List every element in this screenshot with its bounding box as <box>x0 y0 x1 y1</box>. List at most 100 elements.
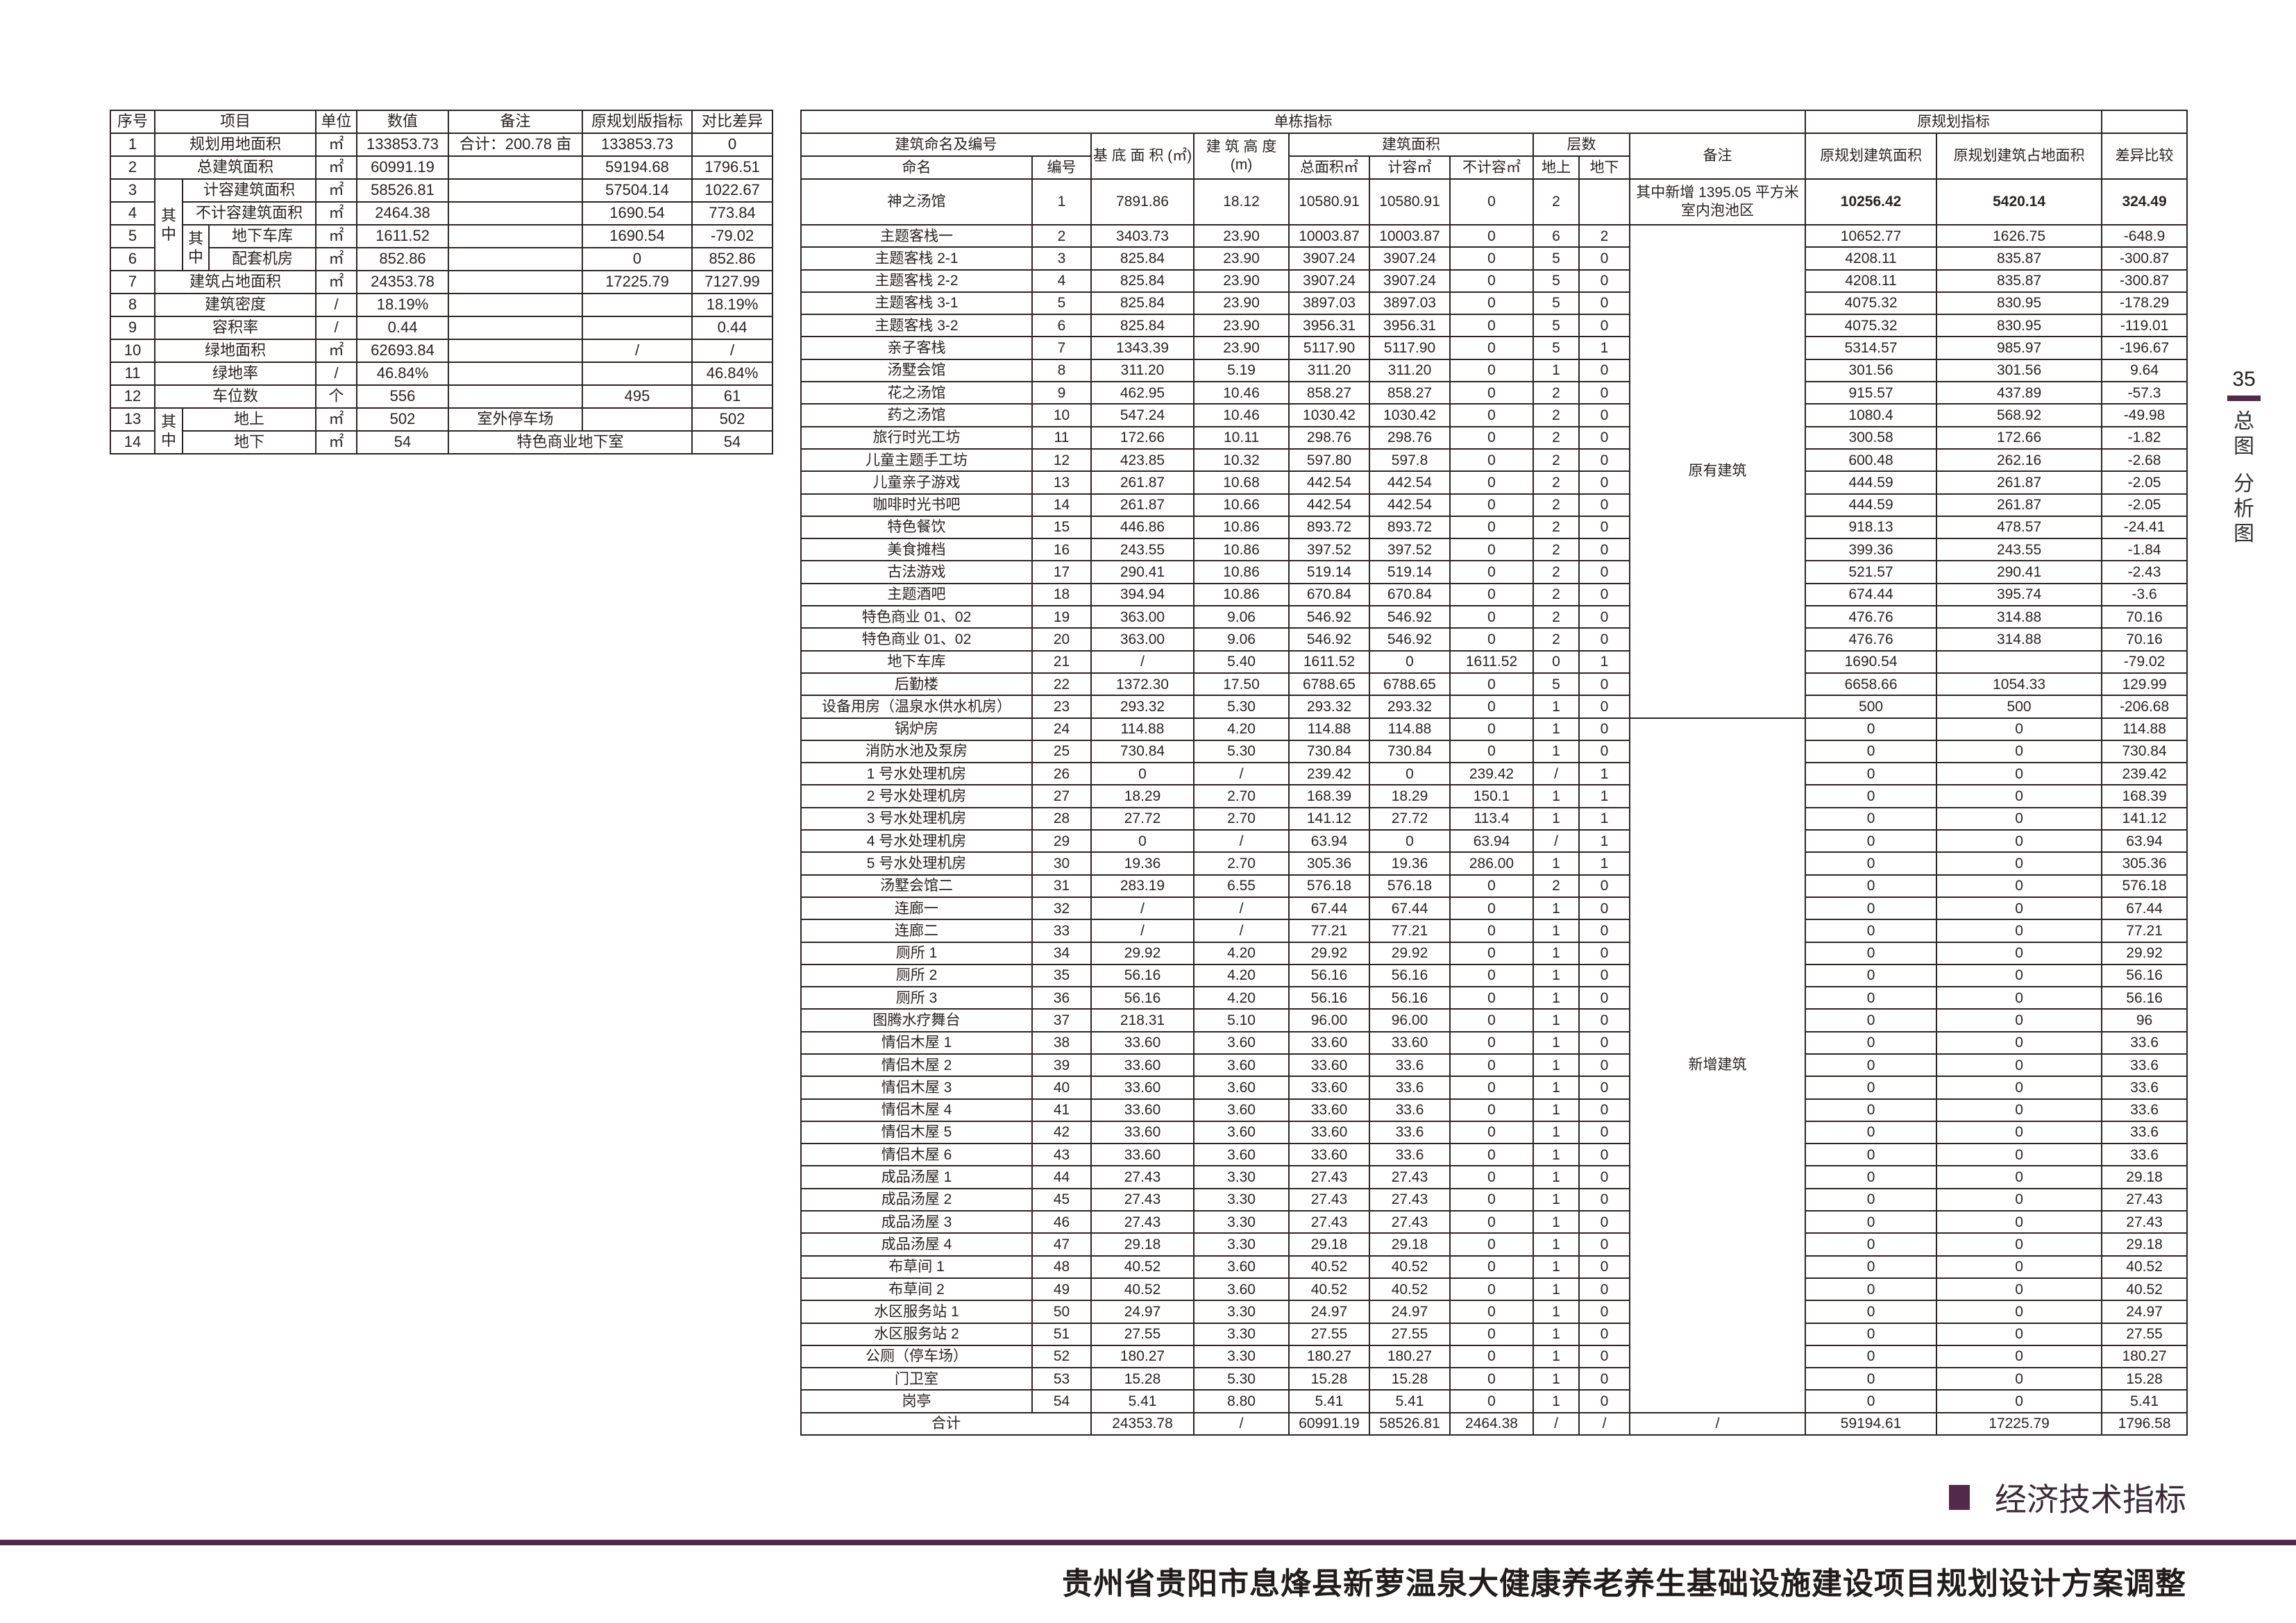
building-no: 20 <box>1031 627 1092 652</box>
value: 0.44 <box>356 316 450 340</box>
diff: 129.99 <box>2101 672 2188 697</box>
building-height: 10.68 <box>1193 470 1290 495</box>
base-area: 7891.86 <box>1090 178 1195 226</box>
total-area: 293.32 <box>1288 695 1370 719</box>
floors-above: / <box>1533 762 1580 786</box>
empty-header-cell <box>2101 110 2188 134</box>
building-height: 23.90 <box>1193 223 1290 248</box>
building-row: 情侣木屋 4 41 33.60 3.60 33.60 33.6 0 1 0 0 0 33.6 <box>800 1098 2188 1122</box>
building-row: 汤墅会馆二 31 283.19 6.55 576.18 576.18 0 2 0 0 0 576.18 <box>800 874 2188 898</box>
building-row: 设备用房（温泉水供水机房） 23 293.32 5.30 293.32 293.32 0 1 0… <box>800 695 2188 719</box>
building-no: 15 <box>1031 515 1092 540</box>
diff: 27.43 <box>2101 1187 2188 1212</box>
row-number: 1 <box>110 133 155 157</box>
orig-footprint: 0 <box>1936 1053 2103 1078</box>
building-name: 主题酒吧 <box>800 582 1033 607</box>
value: 556 <box>356 384 450 409</box>
orig-footprint: 0 <box>1936 874 2103 898</box>
orig-footprint: 5420.14 <box>1936 178 2103 226</box>
building-no: 43 <box>1031 1143 1092 1167</box>
diff: 9.64 <box>2101 358 2188 383</box>
orig-value: / <box>582 339 693 363</box>
header-cell: 对比差异 <box>691 110 774 134</box>
nonfar-area: 0 <box>1449 246 1534 271</box>
header-floors: 层数 <box>1533 133 1630 157</box>
orig-area: 1080.4 <box>1805 403 1938 427</box>
orig-value: 1690.54 <box>582 201 693 226</box>
diff: 29.18 <box>2101 1232 2188 1257</box>
row-number: 4 <box>110 201 155 226</box>
far-area: 546.92 <box>1369 605 1451 629</box>
far-area: 40.52 <box>1369 1277 1451 1302</box>
floors-below: 0 <box>1578 1367 1630 1391</box>
diff: -300.87 <box>2101 269 2188 293</box>
floors-above: 1 <box>1533 739 1580 764</box>
header-row-sub: 命名 编号 总面积㎡ 计容㎡ 不计容㎡ 地上 地下 <box>800 155 2187 180</box>
diff: 15.28 <box>2101 1367 2188 1391</box>
orig-footprint: 0 <box>1936 1076 2103 1100</box>
building-row: 主题客栈一 2 3403.73 23.90 10003.87 10003.87 0 6 2 原有建… <box>800 223 2188 719</box>
floors-below: 0 <box>1578 896 1630 921</box>
building-no: 29 <box>1031 829 1092 853</box>
nonfar-area: 0 <box>1449 1389 1534 1413</box>
floors-above: 1 <box>1533 986 1580 1010</box>
summary-row: 9 容积率 / 0.44 0.44 <box>110 316 774 340</box>
building-no: 7 <box>1031 336 1092 360</box>
orig-area: 0 <box>1805 1344 1938 1369</box>
qizhong-label: 其中 <box>154 407 183 454</box>
building-name: 布草间 2 <box>800 1277 1033 1302</box>
total-area: 6788.65 <box>1288 672 1370 697</box>
building-row: 布草间 1 48 40.52 3.60 40.52 40.52 0 1 0 0 0 40.52 <box>800 1255 2188 1279</box>
building-height: 4.20 <box>1193 941 1290 965</box>
far-area: 3956.31 <box>1369 314 1451 338</box>
building-row: 后勤楼 22 1372.30 17.50 6788.65 6788.65 0 5 0 6658.6… <box>800 672 2188 697</box>
diff: 33.6 <box>2101 1053 2188 1078</box>
building-height: 3.30 <box>1193 1232 1290 1257</box>
building-height: 10.86 <box>1193 582 1290 607</box>
floors-above: 1 <box>1533 806 1580 831</box>
orig-area: 4208.11 <box>1805 269 1938 293</box>
diff: -648.9 <box>2101 223 2188 248</box>
building-row: 水区服务站 1 50 24.97 3.30 24.97 24.97 0 1 0 0 0 24.97 <box>800 1300 2188 1324</box>
project-title: 贵州省贵阳市息烽县新萝温泉大健康养老养生基础设施建设项目规划设计方案调整 <box>1062 1567 2186 1601</box>
header-cell: 原规划版指标 <box>582 110 693 134</box>
row-number: 2 <box>110 155 155 180</box>
floors-above: 1 <box>1533 1098 1580 1122</box>
base-area: 33.60 <box>1090 1098 1195 1122</box>
building-no: 6 <box>1031 314 1092 338</box>
building-row: 厕所 2 35 56.16 4.20 56.16 56.16 0 1 0 0 0 56.16 <box>800 963 2188 988</box>
floors-above: 2 <box>1533 448 1580 473</box>
nonfar-area: 0 <box>1449 560 1534 584</box>
diff: -57.3 <box>2101 381 2188 405</box>
nonfar-area: 0 <box>1449 672 1534 697</box>
total-area: 3956.31 <box>1288 314 1370 338</box>
header-cell: 单位 <box>315 110 358 134</box>
diff: -178.29 <box>2101 291 2188 316</box>
nonfar-area: 0 <box>1449 1053 1534 1078</box>
total-height: / <box>1193 1411 1290 1436</box>
header-cell: 数值 <box>356 110 450 134</box>
orig-footprint: 0 <box>1936 784 2103 808</box>
building-no: 18 <box>1031 582 1092 607</box>
item-label: 配套机房 <box>208 247 317 271</box>
base-area: 18.29 <box>1090 784 1195 808</box>
orig-area: 4075.32 <box>1805 314 1938 338</box>
nonfar-area: 0 <box>1449 403 1534 427</box>
building-no: 28 <box>1031 806 1092 831</box>
building-height: 4.20 <box>1193 963 1290 988</box>
remark: 新增建筑 <box>1628 717 1807 1413</box>
total-area: 40.52 <box>1288 1277 1370 1302</box>
building-height: 5.10 <box>1193 1008 1290 1033</box>
floors-above: / <box>1533 829 1580 853</box>
floors-above: 5 <box>1533 269 1580 293</box>
building-height: 3.60 <box>1193 1076 1290 1100</box>
building-height: 2.70 <box>1193 806 1290 831</box>
orig-footprint: 0 <box>1936 717 2103 741</box>
header-name-group: 建筑命名及编号 <box>800 133 1092 157</box>
diff: -79.02 <box>2101 649 2188 674</box>
floors-above: 2 <box>1533 178 1580 226</box>
nonfar-area: 0 <box>1449 314 1534 338</box>
note <box>448 201 584 226</box>
floors-below: 1 <box>1578 851 1630 876</box>
building-name: 3 号水处理机房 <box>800 806 1033 831</box>
